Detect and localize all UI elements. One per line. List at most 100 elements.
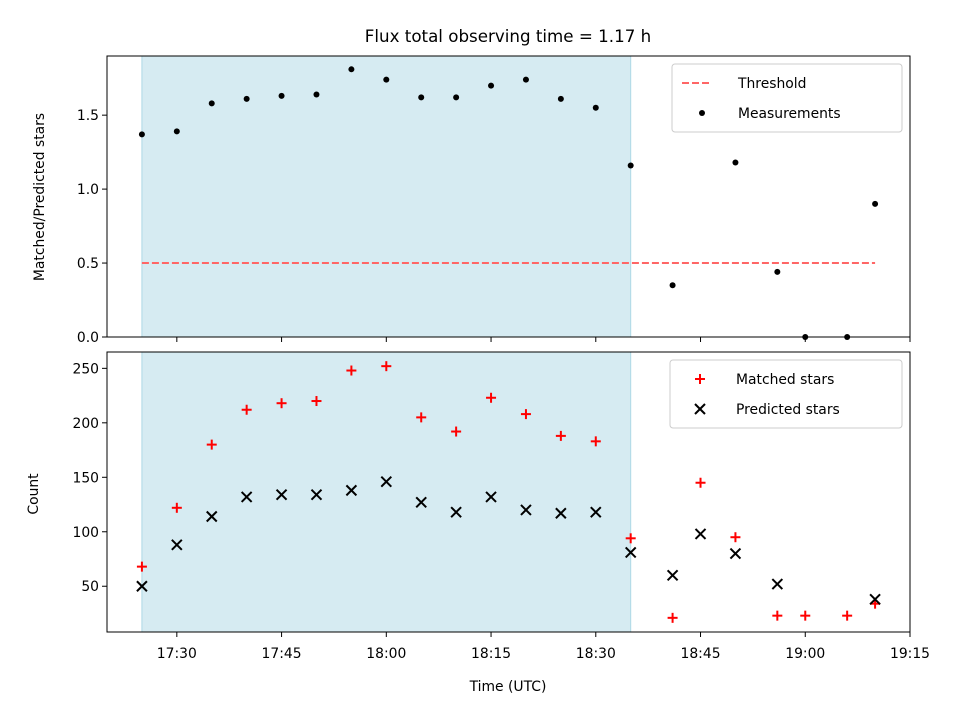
predicted-stars-point bbox=[240, 491, 253, 503]
predicted-stars-point bbox=[415, 496, 427, 509]
predicted-stars-point bbox=[729, 547, 742, 560]
predicted-stars-point-b bbox=[485, 491, 497, 503]
matched-stars-point bbox=[451, 426, 462, 437]
measurements-point bbox=[138, 131, 145, 138]
measurements-point bbox=[669, 282, 676, 289]
predicted-stars-point bbox=[171, 539, 183, 551]
y-tick-label: 250 bbox=[72, 361, 99, 377]
legend-label-matched-stars: Matched stars bbox=[736, 372, 834, 388]
y-tick-label: 50 bbox=[81, 579, 99, 595]
measurements-point bbox=[348, 66, 355, 73]
x-axis-label: Time (UTC) bbox=[469, 679, 547, 695]
predicted-stars-point-b bbox=[171, 539, 183, 551]
x-tick-label: 18:30 bbox=[576, 646, 616, 662]
matched-stars-point bbox=[276, 398, 287, 409]
predicted-stars-point bbox=[485, 491, 497, 503]
predicted-stars-point-b bbox=[729, 547, 742, 560]
predicted-stars-point-b bbox=[450, 506, 462, 518]
predicted-stars-point bbox=[666, 569, 679, 582]
matched-stars-point bbox=[136, 561, 147, 572]
legend-label-threshold: Threshold bbox=[737, 76, 806, 92]
y-tick-label: 1.5 bbox=[77, 108, 99, 124]
bottom-panel-legend: Matched stars Predicted stars bbox=[669, 359, 903, 429]
predicted-stars-point-b bbox=[310, 489, 323, 501]
top-panel-legend: Threshold Measurements bbox=[671, 63, 903, 133]
observing-span-top bbox=[141, 55, 632, 338]
predicted-stars-point-b bbox=[694, 528, 707, 540]
predicted-stars-point-b bbox=[590, 506, 602, 518]
matched-stars-point bbox=[311, 396, 322, 407]
legend-box bbox=[671, 63, 903, 133]
matched-stars-point bbox=[800, 610, 811, 621]
y-tick-label: 1.0 bbox=[77, 182, 99, 198]
bottom-panel-x-ticks: 17:30 17:45 18:00 18:15 18:30 18:45 19:00 19:15 bbox=[157, 632, 930, 662]
predicted-stars-point bbox=[520, 504, 532, 516]
y-tick-label: 0.0 bbox=[77, 330, 99, 346]
measurements-point bbox=[313, 91, 320, 98]
bottom-panel-y-ticks: 50 100 150 200 250 bbox=[72, 361, 107, 595]
top-panel-ylabel: Matched/Predicted stars bbox=[32, 113, 48, 281]
matched-stars-point bbox=[695, 477, 706, 488]
matched-stars-point bbox=[241, 404, 252, 415]
x-tick-label: 17:45 bbox=[262, 646, 302, 662]
x-tick-label: 19:15 bbox=[890, 646, 930, 662]
top-panel-series bbox=[138, 66, 879, 340]
x-tick-label: 18:00 bbox=[366, 646, 406, 662]
measurements-point bbox=[627, 162, 634, 169]
predicted-stars-point-b bbox=[415, 496, 427, 509]
legend-label-measurements: Measurements bbox=[738, 106, 841, 122]
predicted-stars-point-b bbox=[380, 475, 393, 488]
predicted-stars-point bbox=[624, 546, 637, 559]
measurements-point bbox=[557, 95, 564, 102]
legend-label-predicted-stars: Predicted stars bbox=[736, 402, 840, 418]
predicted-stars-point bbox=[136, 580, 148, 592]
legend-swatch-predicted-stars bbox=[694, 403, 706, 415]
matched-stars-point bbox=[206, 439, 217, 450]
x-tick-label: 18:45 bbox=[681, 646, 721, 662]
bottom-panel-series bbox=[136, 361, 881, 623]
matched-stars-point bbox=[772, 610, 783, 621]
matched-stars-point bbox=[667, 612, 678, 623]
top-panel-y-ticks: 0.0 0.5 1.0 1.5 bbox=[77, 108, 107, 346]
predicted-stars-point bbox=[694, 528, 707, 540]
measurements-point bbox=[453, 94, 460, 101]
matched-stars-point bbox=[381, 361, 392, 372]
measurements-point bbox=[418, 94, 425, 101]
matched-stars-point bbox=[486, 392, 497, 403]
measurements-point bbox=[592, 104, 599, 111]
predicted-stars-point-b bbox=[345, 484, 358, 497]
x-tick-label: 18:15 bbox=[471, 646, 511, 662]
predicted-stars-point bbox=[771, 578, 784, 590]
legend-swatch-measurements bbox=[699, 110, 705, 116]
measurements-point bbox=[732, 159, 739, 166]
matched-stars-point bbox=[346, 365, 357, 376]
predicted-stars-point bbox=[590, 506, 602, 518]
legend-swatch-predicted-stars-b bbox=[694, 403, 706, 415]
top-panel-x-ticks bbox=[176, 337, 911, 342]
y-tick-label: 150 bbox=[72, 470, 99, 486]
predicted-stars-point-b bbox=[771, 578, 784, 590]
legend-swatch-matched-stars bbox=[695, 374, 705, 384]
predicted-stars-point bbox=[555, 507, 567, 519]
measurements-point bbox=[774, 268, 781, 275]
predicted-stars-point bbox=[450, 506, 462, 518]
bottom-panel-ylabel: Count bbox=[26, 473, 42, 515]
y-tick-label: 200 bbox=[72, 416, 99, 432]
measurements-point bbox=[208, 100, 215, 107]
matched-stars-point bbox=[625, 533, 636, 544]
matched-stars-point bbox=[416, 412, 427, 423]
measurements-point bbox=[278, 92, 285, 99]
matched-stars-point bbox=[842, 610, 853, 621]
y-tick-label: 0.5 bbox=[77, 256, 99, 272]
predicted-stars-point bbox=[206, 510, 218, 523]
measurements-point bbox=[872, 200, 879, 207]
observing-span-bottom bbox=[141, 351, 632, 633]
measurements-point bbox=[488, 82, 495, 89]
predicted-stars-point bbox=[869, 593, 881, 606]
x-tick-label: 17:30 bbox=[157, 646, 197, 662]
measurements-point bbox=[243, 95, 250, 102]
matched-stars-point bbox=[590, 436, 601, 447]
predicted-stars-point-b bbox=[206, 510, 218, 523]
matched-stars-point bbox=[171, 502, 182, 513]
top-panel: 0.0 0.5 1.0 1.5 Matched/Predicted stars Thr… bbox=[32, 55, 911, 346]
